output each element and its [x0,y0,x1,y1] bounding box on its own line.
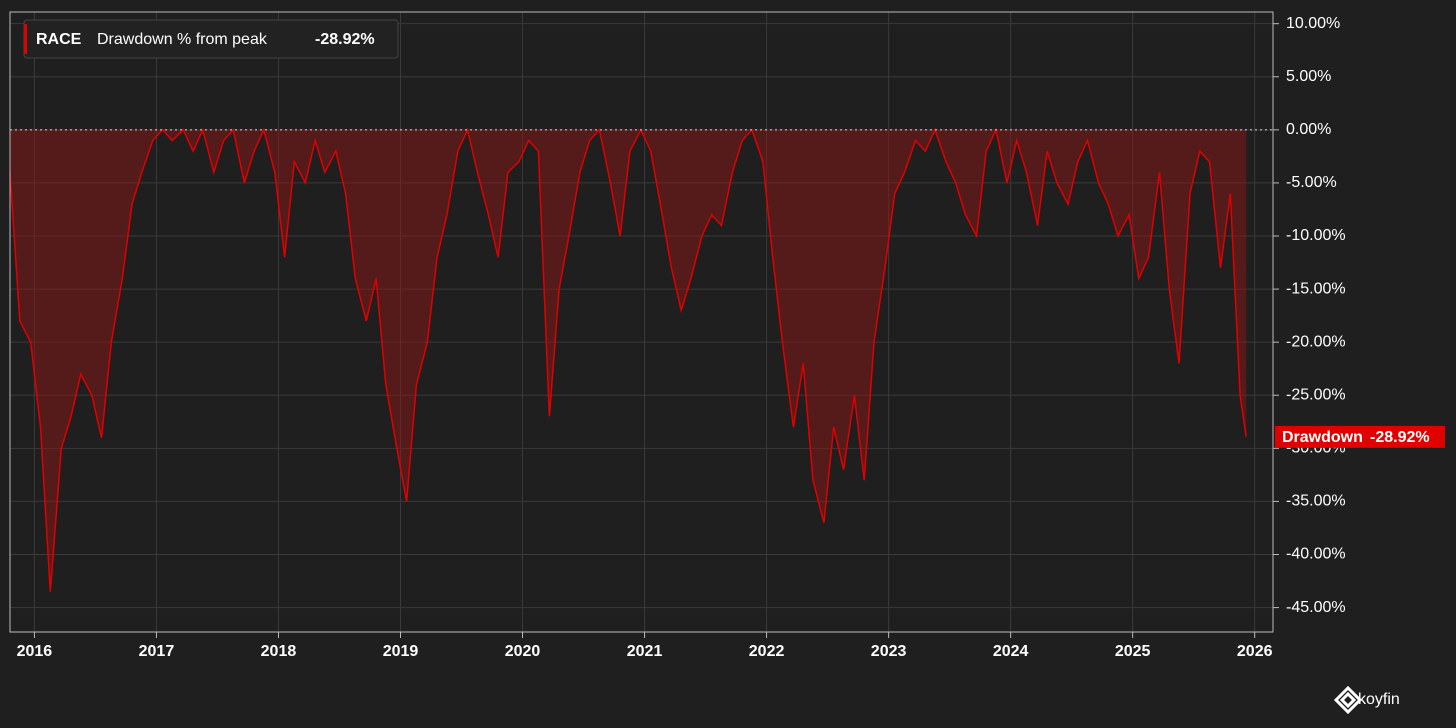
x-tick-label: 2024 [993,643,1029,660]
legend-label: Drawdown % from peak [97,31,268,48]
brand-name: koyfin [1358,691,1400,708]
area-fill [10,129,1247,592]
y-tick-label: -25.00% [1286,386,1346,403]
y-tick-label: -35.00% [1286,493,1346,510]
area-line [9,127,1247,592]
tag-name: Drawdown [1282,429,1363,446]
y-tick-label: -45.00% [1286,599,1346,616]
x-tick-label: 2023 [871,643,907,660]
x-tick-label: 2022 [749,643,785,660]
y-tick-label: 10.00% [1286,15,1340,32]
x-tick-label: 2017 [139,643,175,660]
x-tick-label: 2016 [17,643,53,660]
x-tick-label: 2020 [505,643,541,660]
x-tick-label: 2019 [383,643,419,660]
y-tick-label: -40.00% [1286,546,1346,563]
legend-value: -28.92% [315,31,375,48]
legend-swatch [24,24,27,54]
y-tick-label: 5.00% [1286,68,1331,85]
legend: RACE Drawdown % from peak -28.92% [23,19,399,59]
x-tick-label: 2026 [1237,643,1273,660]
x-tick-label: 2018 [261,643,297,660]
x-tick-label: 2021 [627,643,663,660]
y-tick-label: 0.00% [1286,121,1331,138]
y-tick-label: -15.00% [1286,280,1346,297]
tag-value: -28.92% [1370,429,1430,446]
brand: koyfin [1333,685,1400,715]
y-tick-label: -5.00% [1286,174,1337,191]
plot-frame [9,11,1274,633]
y-tick-label: -10.00% [1286,227,1346,244]
y-tick-label: -20.00% [1286,333,1346,350]
plot [9,127,1273,592]
x-tick-label: 2025 [1115,643,1151,660]
last-value-tag: Drawdown -28.92% [1275,425,1445,448]
legend-ticker: RACE [36,31,82,48]
brand-icon [1333,685,1363,715]
tag-box [1275,425,1445,448]
